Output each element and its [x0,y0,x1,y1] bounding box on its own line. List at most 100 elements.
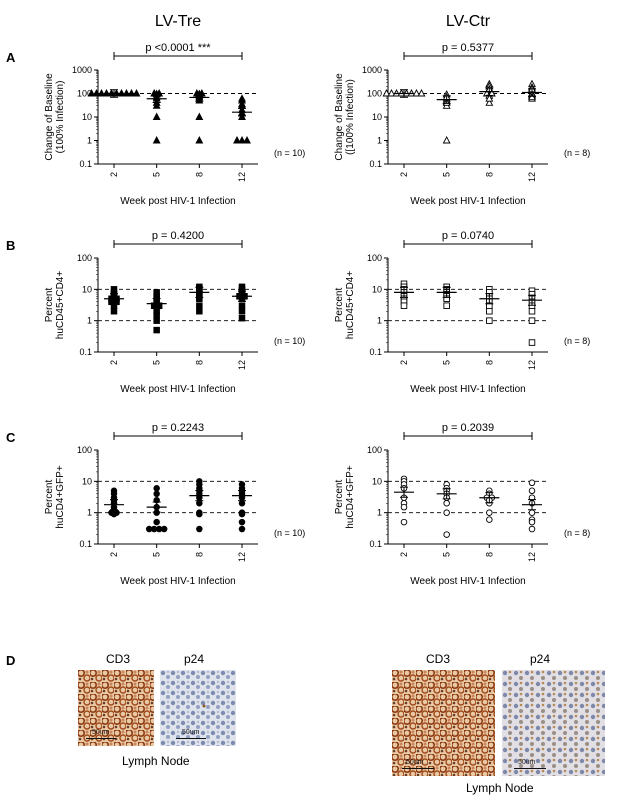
data-point-c-tre [196,510,203,518]
data-point-b-tre [153,326,160,334]
scale-label: 50um [182,729,200,736]
data-point-c-tre [110,490,118,498]
scale-bar [514,768,546,769]
x-tick-label-b-tre: 2 [109,360,119,365]
data-point-a-ctr [412,89,421,97]
scale-bar [86,738,116,739]
y-axis-label-c-ctr: Percent [334,480,345,515]
y-tick-label-a-tre: 0.1 [79,159,92,169]
n-label-a-ctr: (n = 8) [564,148,590,158]
data-point-c-tre [110,510,118,518]
data-point-a-tre [195,112,204,120]
y-tick-label-a-ctr: 0.1 [369,159,382,169]
n-label-c-tre: (n = 10) [274,528,305,538]
data-point-a-ctr [442,136,451,144]
data-point-c-tre [196,525,203,533]
y-tick-label-a-tre: 1 [87,136,92,146]
y-axis-label-b-tre: Percent [44,288,55,323]
x-tick-label-c-ctr: 8 [484,552,494,557]
micro-title-cd3-right: CD3 [425,652,450,666]
x-tick-label-a-tre: 2 [109,172,119,177]
x-tick-label-a-ctr: 8 [484,172,494,177]
data-point-a-tre [127,89,136,97]
micrograph-p24-lv-ctr [502,670,605,776]
data-point-c-ctr [443,531,450,538]
y-tick-label-b-ctr: 0.1 [369,347,382,357]
data-point-a-tre [97,89,106,97]
data-point-b-ctr [528,317,536,324]
x-tick-label-b-tre: 12 [237,360,247,370]
y-tick-label-a-ctr: 1000 [362,65,382,75]
column-title-lv-ctr: LV-Ctr [446,13,491,30]
y-axis-label-b-ctr: huCD45+CD4+ [345,271,356,340]
panel-letter-a: A [6,50,16,65]
data-point-c-ctr [400,518,408,526]
data-point-c-ctr [528,487,536,495]
x-tick-label-a-ctr: 5 [442,172,452,177]
data-point-a-ctr [382,89,391,97]
n-label-a-tre: (n = 10) [274,148,305,158]
data-point-b-tre [196,307,203,315]
data-point-c-tre [238,518,246,526]
column-title-lv-tre: LV-Tre [155,13,201,30]
data-point-a-ctr [487,89,496,97]
panel-letter-b: B [6,238,15,253]
y-axis-label-c-ctr: huCD4+GFP+ [345,465,356,529]
x-tick-label-b-ctr: 2 [399,360,409,365]
data-point-c-ctr [528,479,536,487]
n-label-c-ctr: (n = 8) [564,528,590,538]
data-point-a-tre [233,136,241,144]
data-point-a-tre [238,136,246,144]
data-point-a-tre [243,136,251,144]
data-point-c-tre [153,485,160,492]
data-point-a-ctr [417,89,426,97]
data-point-a-ctr [387,89,396,97]
data-point-c-tre [238,499,246,507]
y-tick-label-a-ctr: 1 [377,136,382,146]
scale-label: 50um [518,759,536,766]
x-tick-label-c-tre: 5 [152,552,162,557]
data-point-a-ctr [485,94,494,102]
y-tick-label-a-tre: 100 [77,89,92,99]
p-value-b-tre: p = 0.4200 [152,230,204,242]
data-point-a-tre [152,112,161,120]
data-point-b-tre [238,314,246,322]
y-tick-label-c-ctr: 1 [377,508,382,518]
x-tick-label-c-ctr: 12 [527,552,537,562]
data-point-b-ctr [528,307,536,315]
x-tick-label-a-ctr: 2 [399,172,409,177]
x-tick-label-a-ctr: 12 [527,172,537,182]
micro-title-cd3-left: CD3 [105,652,130,666]
data-point-a-ctr [485,98,494,106]
x-tick-label-a-tre: 12 [237,172,247,182]
x-tick-label-c-ctr: 5 [442,552,452,557]
y-axis-label-a-ctr: Change of Baseline [334,73,345,161]
x-tick-label-b-ctr: 5 [442,360,452,365]
y-tick-label-b-ctr: 10 [372,284,382,294]
data-point-c-tre [153,518,160,526]
y-axis-label-b-ctr: Percent [334,288,345,323]
y-tick-label-a-tre: 1000 [72,65,92,75]
data-point-b-ctr [443,302,450,309]
data-point-a-tre [152,136,161,144]
data-point-b-ctr [528,339,536,346]
y-tick-label-b-tre: 100 [77,253,92,263]
y-tick-label-c-tre: 0.1 [79,539,92,549]
tissue-label-right: Lymph Node [466,781,534,795]
data-point-b-tre [153,317,160,324]
x-tick-label-c-tre: 2 [109,552,119,557]
data-point-c-tre [153,490,160,498]
data-point-b-tre [153,311,160,319]
data-point-a-tre [122,89,131,97]
y-tick-label-c-tre: 10 [82,476,92,486]
y-axis-label-a-tre: Change of Baseline [44,73,55,161]
y-tick-label-b-ctr: 100 [367,253,382,263]
y-tick-label-c-ctr: 100 [367,445,382,455]
scale-bar [176,738,206,739]
scale-label: 50um [406,759,424,766]
data-point-b-ctr [486,317,493,324]
data-point-b-tre [238,302,246,309]
p-value-c-tre: p = 0.2243 [152,422,204,434]
x-axis-label-b-ctr: Week post HIV-1 Infection [410,384,525,395]
data-point-b-tre [196,302,203,309]
